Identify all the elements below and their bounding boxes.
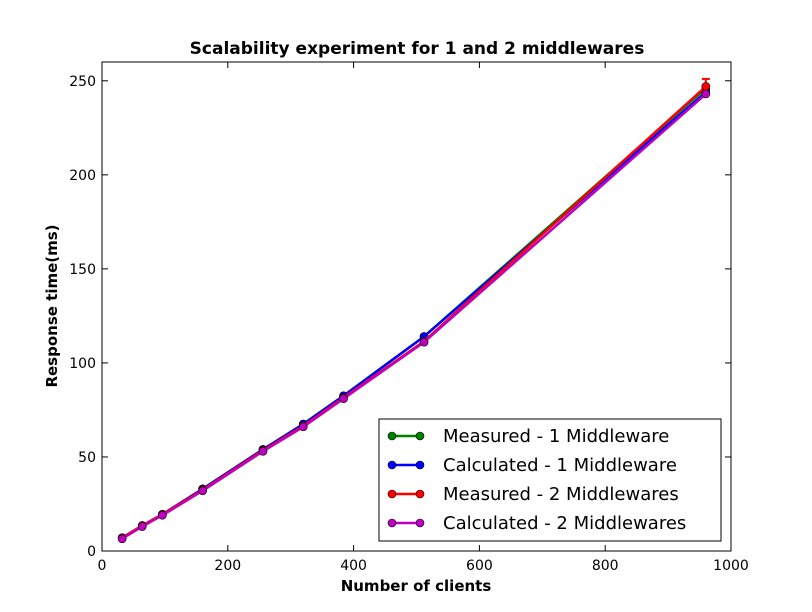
data-point [701, 82, 711, 91]
x-tick-label: 0 [98, 558, 107, 574]
legend-marker [415, 460, 425, 470]
legend-marker [415, 431, 425, 441]
legend-marker [387, 489, 397, 499]
y-tick-label: 0 [87, 544, 96, 560]
data-point [298, 422, 308, 432]
series-layer [117, 77, 711, 544]
legend-marker [387, 518, 397, 528]
x-tick-label: 1000 [713, 558, 749, 574]
series-4 [117, 89, 711, 544]
y-tick-label: 200 [69, 168, 96, 184]
legend-marker [387, 431, 397, 441]
chart-title: Scalability experiment for 1 and 2 middl… [190, 39, 645, 59]
y-tick-label: 150 [69, 262, 96, 278]
data-point [158, 510, 167, 520]
x-tick-label: 600 [466, 558, 493, 574]
y-tick-label: 250 [69, 74, 96, 90]
legend-marker [387, 460, 397, 470]
data-point [701, 89, 711, 99]
legend: Measured - 1 Middleware Calculated - 1 Mi… [378, 418, 722, 542]
x-axis: 0 200 400 600 800 1000 [98, 62, 749, 574]
data-point [419, 337, 429, 347]
data-point [258, 447, 268, 456]
data-point [339, 394, 348, 403]
y-axis: 0 50 100 150 200 250 [69, 74, 731, 560]
y-tick-label: 100 [69, 356, 96, 372]
data-point [198, 486, 207, 496]
legend-box [378, 418, 722, 542]
legend-marker [415, 489, 425, 499]
x-tick-label: 400 [340, 558, 367, 574]
data-point [137, 522, 147, 531]
y-tick-label: 50 [78, 450, 96, 466]
y-axis-label: Response time(ms) [43, 224, 61, 387]
legend-label: Calculated - 1 Middleware [443, 455, 677, 476]
legend-marker [415, 518, 425, 528]
legend-label: Calculated - 2 Middlewares [443, 513, 686, 534]
x-tick-label: 800 [592, 558, 619, 574]
legend-label: Measured - 1 Middleware [443, 426, 669, 447]
x-tick-label: 200 [214, 558, 241, 574]
data-point [117, 534, 127, 544]
x-axis-label: Number of clients [341, 577, 492, 595]
legend-label: Measured - 2 Middlewares [443, 484, 679, 505]
